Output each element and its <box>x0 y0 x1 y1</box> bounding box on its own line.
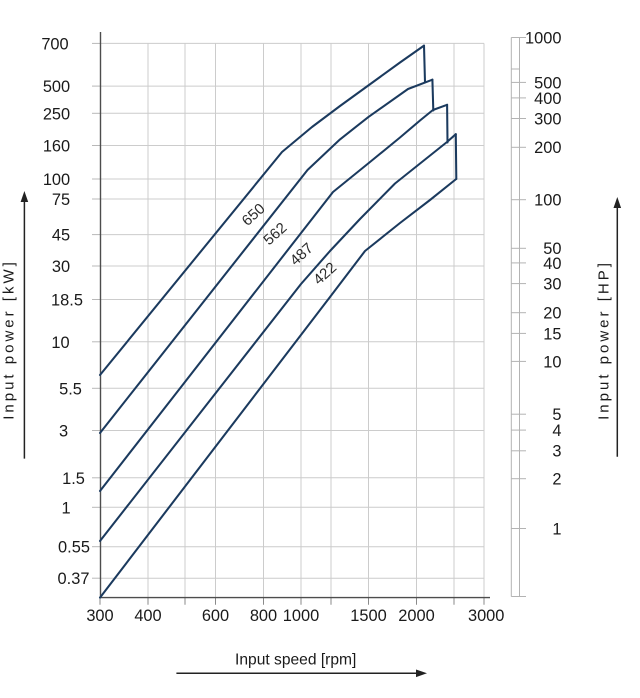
svg-text:1: 1 <box>61 499 70 517</box>
svg-text:1.5: 1.5 <box>62 470 85 488</box>
svg-text:3: 3 <box>552 443 561 461</box>
svg-text:18.5: 18.5 <box>51 292 83 310</box>
svg-text:400: 400 <box>134 607 161 625</box>
svg-text:5.5: 5.5 <box>59 380 82 398</box>
svg-text:0.37: 0.37 <box>58 570 90 588</box>
svg-text:500: 500 <box>534 74 561 92</box>
svg-text:50: 50 <box>543 240 561 258</box>
svg-text:600: 600 <box>202 607 229 625</box>
svg-text:4: 4 <box>552 422 561 440</box>
svg-text:700: 700 <box>41 35 68 53</box>
svg-text:200: 200 <box>534 139 561 157</box>
svg-text:15: 15 <box>543 325 561 343</box>
svg-text:30: 30 <box>543 276 561 294</box>
svg-text:100: 100 <box>43 171 70 189</box>
svg-text:300: 300 <box>86 607 113 625</box>
svg-text:1000: 1000 <box>525 29 561 47</box>
svg-text:Input speed [rpm]: Input speed [rpm] <box>235 651 356 668</box>
svg-text:20: 20 <box>543 305 561 323</box>
svg-text:75: 75 <box>52 191 70 209</box>
svg-text:1000: 1000 <box>283 607 319 625</box>
svg-text:45: 45 <box>52 227 70 245</box>
svg-text:400: 400 <box>534 90 561 108</box>
svg-text:40: 40 <box>543 255 561 273</box>
svg-text:500: 500 <box>43 78 70 96</box>
svg-text:3000: 3000 <box>468 607 504 625</box>
svg-text:1500: 1500 <box>350 607 386 625</box>
svg-text:Input power [HP]: Input power [HP] <box>595 260 612 420</box>
svg-text:0.55: 0.55 <box>58 539 90 557</box>
svg-text:30: 30 <box>52 258 70 276</box>
svg-text:160: 160 <box>43 138 70 156</box>
svg-text:300: 300 <box>534 110 561 128</box>
svg-text:10: 10 <box>543 353 561 371</box>
svg-text:800: 800 <box>250 607 277 625</box>
svg-text:5: 5 <box>552 406 561 424</box>
svg-text:100: 100 <box>534 192 561 210</box>
svg-text:250: 250 <box>43 105 70 123</box>
svg-text:3: 3 <box>59 423 68 441</box>
svg-text:Input power [kW]: Input power [kW] <box>0 259 17 420</box>
svg-text:2000: 2000 <box>398 607 434 625</box>
svg-text:10: 10 <box>51 334 69 352</box>
svg-text:1: 1 <box>552 520 561 538</box>
svg-text:2: 2 <box>552 471 561 489</box>
